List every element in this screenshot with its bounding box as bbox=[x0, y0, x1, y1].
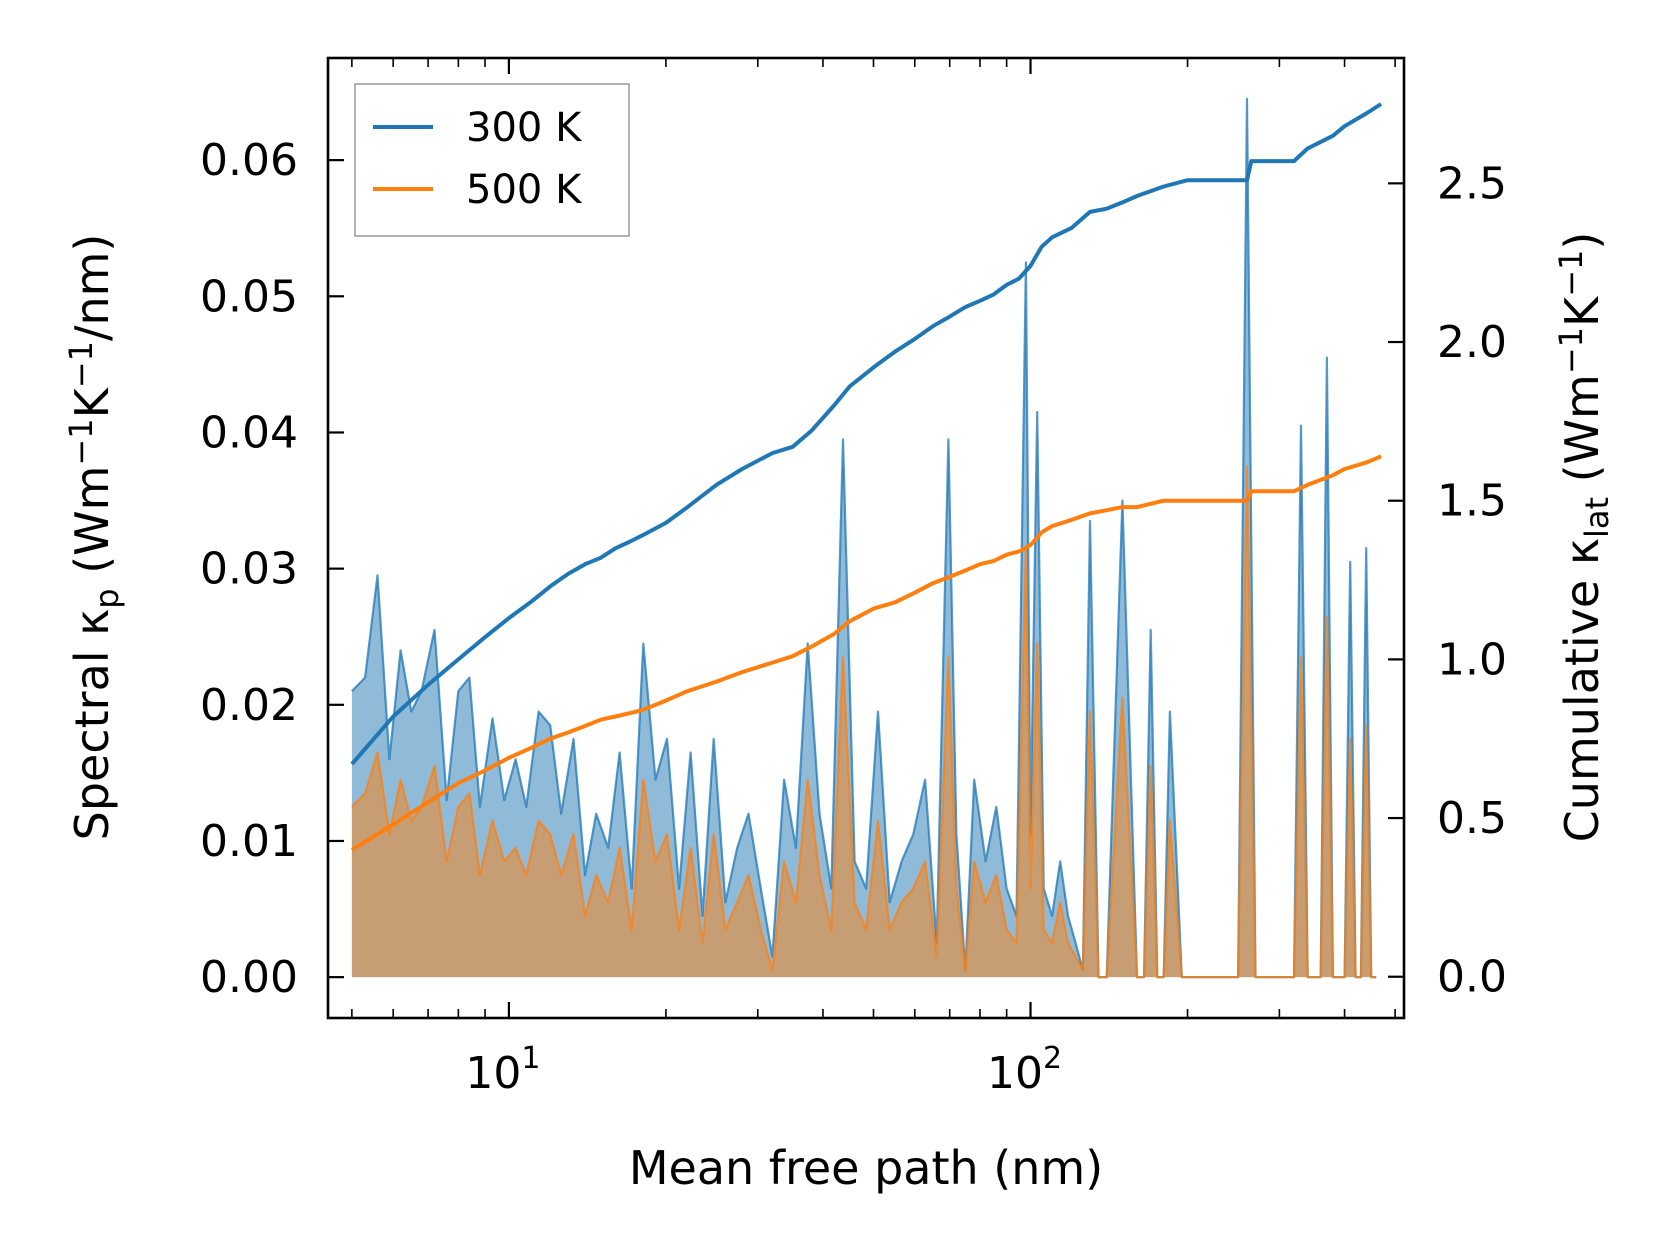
y-axis-label-right: Cumulative κlat (Wm−1K−1) bbox=[1552, 232, 1616, 843]
y-left-label-tail: /nm) bbox=[65, 234, 119, 341]
legend-label-500k: 500 K bbox=[466, 167, 583, 213]
cumulative-line-layer bbox=[350, 102, 1383, 852]
y-left-tick-label: 0.06 bbox=[200, 135, 298, 186]
spectral-line-300k bbox=[351, 97, 1377, 979]
y-right-tick-label: 0.0 bbox=[1437, 952, 1507, 1003]
y-right-label-sup2: −1 bbox=[1552, 250, 1590, 297]
y-right-tick-label: 1.0 bbox=[1437, 634, 1507, 685]
spectral-fill-layer bbox=[351, 97, 1377, 979]
plot-frame bbox=[326, 56, 1406, 1020]
legend-box bbox=[354, 83, 630, 237]
y-right-label-main: Cumulative κ bbox=[1555, 538, 1609, 842]
y-left-label-sub: p bbox=[88, 588, 126, 608]
y-left-label-units: (Wm bbox=[65, 466, 119, 589]
y-right-tick-label: 1.5 bbox=[1437, 476, 1507, 527]
tick-label-layer: 101 102 0.00 0.01 0.02 0.03 0.04 0.05 0.06 0.0 0.5… bbox=[200, 135, 1507, 1099]
tick-layer bbox=[328, 58, 1404, 1018]
legend: 300 K 500 K bbox=[354, 83, 630, 237]
spectral-area-500k bbox=[351, 466, 1377, 978]
y-right-tick-label: 2.0 bbox=[1437, 317, 1507, 368]
y-right-tick-label: 0.5 bbox=[1437, 793, 1507, 844]
x-tick-label: 101 bbox=[465, 1041, 540, 1099]
x-axis-label: Mean free path (nm) bbox=[629, 1141, 1103, 1195]
y-left-tick-label: 0.01 bbox=[200, 816, 298, 867]
spectral-line-500k bbox=[351, 465, 1377, 979]
y-right-label-k: K bbox=[1555, 295, 1609, 327]
y-left-tick-label: 0.02 bbox=[200, 680, 298, 731]
y-left-label-main: Spectral κ bbox=[65, 609, 119, 841]
y-left-tick-label: 0.03 bbox=[200, 544, 298, 595]
cumulative-line-500k bbox=[350, 454, 1382, 852]
y-right-label-sub: lat bbox=[1578, 497, 1616, 538]
y-left-tick-label: 0.04 bbox=[200, 407, 298, 458]
y-left-label-sup2: −1 bbox=[62, 341, 100, 388]
y-left-label-sup1: −1 bbox=[62, 418, 100, 465]
x-tick-label: 102 bbox=[987, 1041, 1062, 1099]
y-left-tick-label: 0.00 bbox=[200, 952, 298, 1003]
y-right-tick-label: 2.5 bbox=[1437, 158, 1507, 209]
y-left-tick-label: 0.05 bbox=[200, 271, 298, 322]
y-right-label-tail: ) bbox=[1555, 232, 1609, 250]
legend-label-300k: 300 K bbox=[466, 105, 583, 151]
y-right-label-sup1: −1 bbox=[1552, 327, 1590, 374]
y-axis-label-left: Spectral κp (Wm−1K−1/nm) bbox=[62, 234, 126, 841]
cumulative-line-300k bbox=[350, 102, 1383, 766]
y-right-label-units: (Wm bbox=[1555, 374, 1609, 497]
y-left-label-k: K bbox=[65, 386, 119, 418]
